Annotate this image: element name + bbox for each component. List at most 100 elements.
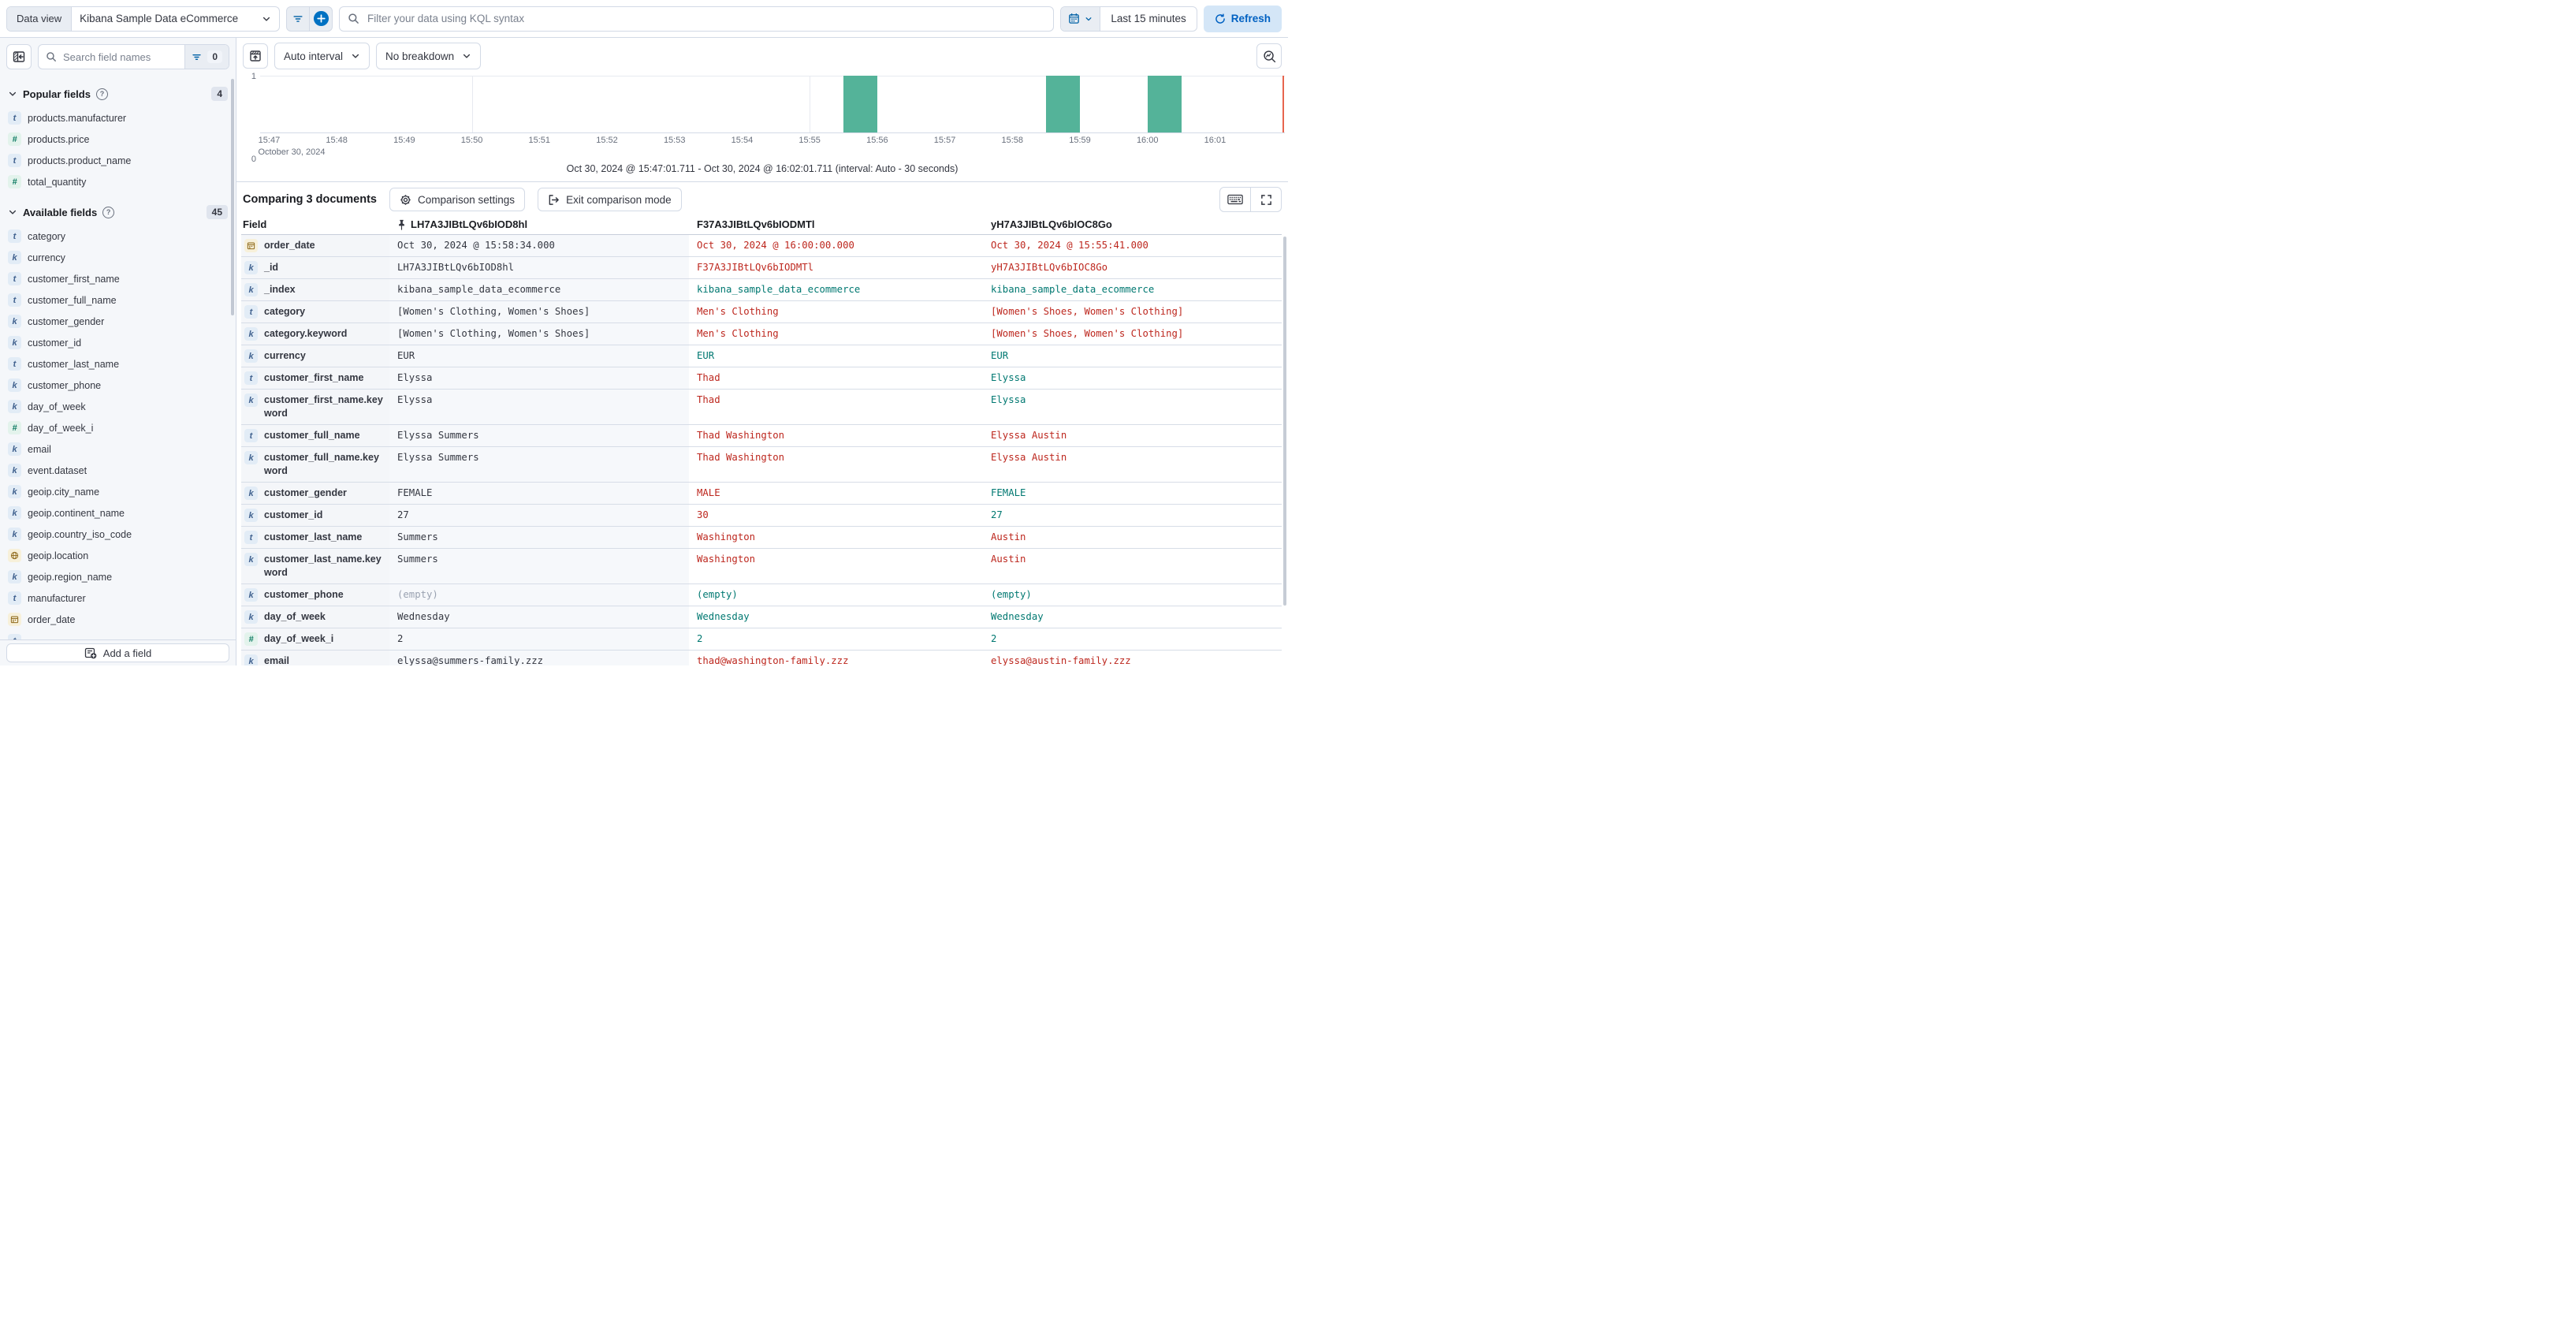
value-cell[interactable]: EUR bbox=[991, 350, 1009, 361]
field-cell[interactable]: t customer_first_name bbox=[241, 367, 389, 389]
sidebar-field-item[interactable]: k customer_gender bbox=[6, 311, 229, 332]
value-cell[interactable]: Oct 30, 2024 @ 15:55:41.000 bbox=[991, 240, 1148, 251]
interval-dropdown[interactable]: Auto interval bbox=[274, 43, 370, 69]
value-cell[interactable]: Elyssa Summers bbox=[389, 447, 689, 482]
sidebar-field-item[interactable]: geoip.location bbox=[6, 545, 229, 566]
field-cell[interactable]: k customer_full_name.keyword bbox=[241, 447, 389, 482]
sidebar-field-item[interactable]: k day_of_week bbox=[6, 396, 229, 417]
table-scrollbar[interactable] bbox=[1283, 237, 1286, 606]
field-section-header[interactable]: Available fields? 45 bbox=[8, 205, 228, 219]
sidebar-field-item[interactable]: order_date bbox=[6, 609, 229, 630]
histogram-bar[interactable] bbox=[843, 76, 877, 132]
field-cell[interactable]: # day_of_week_i bbox=[241, 628, 389, 650]
value-cell[interactable]: thad@washington-family.zzz bbox=[697, 655, 849, 666]
sidebar-field-item[interactable]: k email bbox=[6, 438, 229, 460]
field-cell[interactable]: k customer_phone bbox=[241, 584, 389, 606]
doc-column-header[interactable]: F37A3JIBtLQv6bIODMTl bbox=[697, 218, 815, 230]
histogram-bar[interactable] bbox=[1046, 76, 1080, 132]
sidebar-field-item[interactable]: t customer_full_name bbox=[6, 289, 229, 311]
value-cell[interactable]: elyssa@summers-family.zzz bbox=[389, 651, 689, 666]
field-section-header[interactable]: Popular fields? 4 bbox=[8, 87, 228, 101]
breakdown-dropdown[interactable]: No breakdown bbox=[376, 43, 482, 69]
value-cell[interactable]: 27 bbox=[389, 505, 689, 526]
field-cell[interactable]: t customer_full_name bbox=[241, 425, 389, 446]
value-cell[interactable]: EUR bbox=[389, 345, 689, 367]
field-cell[interactable]: k _id bbox=[241, 257, 389, 278]
time-quick-select-button[interactable] bbox=[1061, 6, 1101, 31]
value-cell[interactable]: (empty) bbox=[697, 589, 738, 600]
sidebar-field-item[interactable]: t products.product_name bbox=[6, 150, 229, 171]
value-cell[interactable]: Wednesday bbox=[697, 611, 750, 622]
field-cell[interactable]: k day_of_week bbox=[241, 606, 389, 628]
value-cell[interactable]: kibana_sample_data_ecommerce bbox=[991, 284, 1155, 295]
value-cell[interactable]: (empty) bbox=[991, 589, 1032, 600]
value-cell[interactable]: Oct 30, 2024 @ 15:58:34.000 bbox=[389, 235, 689, 256]
hide-chart-button[interactable] bbox=[243, 43, 268, 69]
sidebar-field-item[interactable]: t manufacturer bbox=[6, 587, 229, 609]
sidebar-field-item[interactable]: k geoip.region_name bbox=[6, 566, 229, 587]
value-cell[interactable]: Oct 30, 2024 @ 16:00:00.000 bbox=[697, 240, 854, 251]
field-cell[interactable]: k customer_first_name.keyword bbox=[241, 390, 389, 424]
sidebar-field-item[interactable]: t category bbox=[6, 226, 229, 247]
field-cell[interactable]: k customer_last_name.keyword bbox=[241, 549, 389, 583]
value-cell[interactable]: Men's Clothing bbox=[697, 306, 779, 317]
exit-comparison-button[interactable]: Exit comparison mode bbox=[538, 188, 682, 211]
value-cell[interactable]: MALE bbox=[697, 487, 720, 498]
value-cell[interactable]: Austin bbox=[991, 531, 1026, 542]
histogram-bar[interactable] bbox=[1147, 76, 1182, 132]
value-cell[interactable]: Wednesday bbox=[991, 611, 1044, 622]
value-cell[interactable]: 2 bbox=[697, 633, 703, 644]
value-cell[interactable]: FEMALE bbox=[389, 483, 689, 504]
value-cell[interactable]: Elyssa Austin bbox=[991, 452, 1067, 463]
value-cell[interactable]: Thad bbox=[697, 394, 720, 405]
value-cell[interactable]: Austin bbox=[991, 554, 1026, 565]
value-cell[interactable]: yH7A3JIBtLQv6bIOC8Go bbox=[991, 262, 1108, 273]
value-cell[interactable]: Wednesday bbox=[389, 606, 689, 628]
value-cell[interactable]: 2 bbox=[991, 633, 997, 644]
value-cell[interactable]: 2 bbox=[389, 628, 689, 650]
value-cell[interactable]: Elyssa bbox=[389, 367, 689, 389]
collapse-sidebar-button[interactable] bbox=[6, 44, 32, 69]
field-search-input[interactable] bbox=[61, 50, 185, 64]
field-cell[interactable]: k category.keyword bbox=[241, 323, 389, 345]
data-view-value[interactable]: Kibana Sample Data eCommerce bbox=[72, 13, 279, 24]
value-cell[interactable]: 30 bbox=[697, 509, 709, 520]
value-cell[interactable]: Summers bbox=[389, 549, 689, 583]
value-cell[interactable]: kibana_sample_data_ecommerce bbox=[389, 279, 689, 300]
sidebar-scrollbar[interactable] bbox=[231, 79, 234, 315]
value-cell[interactable]: Elyssa Austin bbox=[991, 430, 1067, 441]
refresh-button[interactable]: Refresh bbox=[1203, 5, 1282, 32]
keyboard-shortcuts-button[interactable] bbox=[1220, 188, 1250, 211]
field-cell[interactable]: k customer_id bbox=[241, 505, 389, 526]
value-cell[interactable]: Summers bbox=[389, 527, 689, 548]
value-cell[interactable]: Elyssa bbox=[991, 394, 1026, 405]
value-cell[interactable]: [Women's Shoes, Women's Clothing] bbox=[991, 328, 1184, 339]
field-cell[interactable]: t customer_last_name bbox=[241, 527, 389, 548]
sidebar-field-item[interactable]: k event.dataset bbox=[6, 460, 229, 481]
sidebar-field-item[interactable]: k customer_id bbox=[6, 332, 229, 353]
field-cell[interactable]: k currency bbox=[241, 345, 389, 367]
kql-search-bar[interactable] bbox=[339, 6, 1055, 32]
field-search[interactable]: 0 bbox=[38, 44, 229, 69]
sidebar-field-item[interactable]: t products.manufacturer bbox=[6, 107, 229, 129]
edit-visualization-button[interactable] bbox=[1256, 43, 1282, 69]
saved-query-filter-button[interactable] bbox=[287, 7, 309, 31]
sidebar-field-item[interactable]: t bbox=[6, 630, 229, 639]
value-cell[interactable]: Washington bbox=[697, 531, 756, 542]
field-column-header[interactable]: Field bbox=[243, 218, 267, 230]
value-cell[interactable]: Elyssa bbox=[389, 390, 689, 424]
sidebar-field-item[interactable]: # day_of_week_i bbox=[6, 417, 229, 438]
value-cell[interactable]: LH7A3JIBtLQv6bIOD8hl bbox=[389, 257, 689, 278]
time-range-value[interactable]: Last 15 minutes bbox=[1111, 13, 1186, 24]
add-a-field-button[interactable]: Add a field bbox=[6, 643, 229, 662]
sidebar-field-item[interactable]: k geoip.city_name bbox=[6, 481, 229, 502]
value-cell[interactable]: 27 bbox=[991, 509, 1003, 520]
value-cell[interactable]: Thad Washington bbox=[697, 430, 785, 441]
kql-search-input[interactable] bbox=[366, 12, 1046, 25]
value-cell[interactable]: [Women's Clothing, Women's Shoes] bbox=[389, 323, 689, 345]
value-cell[interactable]: Elyssa Summers bbox=[389, 425, 689, 446]
value-cell[interactable]: Thad Washington bbox=[697, 452, 785, 463]
value-cell[interactable]: [Women's Clothing, Women's Shoes] bbox=[389, 301, 689, 322]
value-cell[interactable]: [Women's Shoes, Women's Clothing] bbox=[991, 306, 1184, 317]
value-cell[interactable]: (empty) bbox=[389, 584, 689, 606]
